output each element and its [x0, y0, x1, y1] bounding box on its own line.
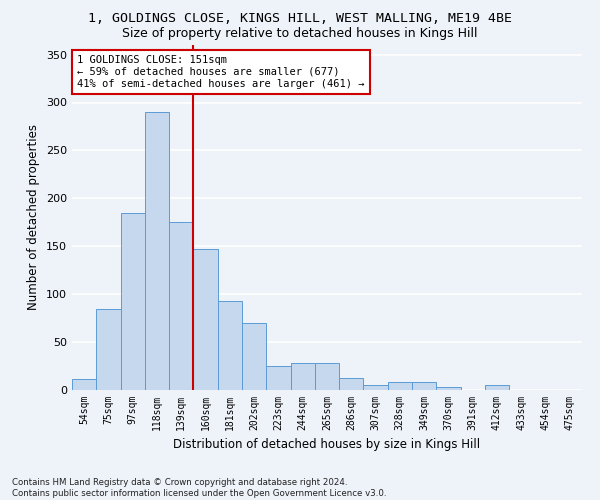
Bar — [218, 301, 242, 390]
Bar — [169, 222, 193, 390]
Bar — [121, 212, 145, 390]
Bar — [193, 249, 218, 390]
Bar — [145, 112, 169, 390]
Bar — [96, 308, 121, 390]
Text: Size of property relative to detached houses in Kings Hill: Size of property relative to detached ho… — [122, 28, 478, 40]
Bar — [485, 385, 509, 390]
X-axis label: Distribution of detached houses by size in Kings Hill: Distribution of detached houses by size … — [173, 438, 481, 452]
Text: 1 GOLDINGS CLOSE: 151sqm
← 59% of detached houses are smaller (677)
41% of semi-: 1 GOLDINGS CLOSE: 151sqm ← 59% of detach… — [77, 56, 365, 88]
Bar — [339, 378, 364, 390]
Bar — [315, 363, 339, 390]
Text: 1, GOLDINGS CLOSE, KINGS HILL, WEST MALLING, ME19 4BE: 1, GOLDINGS CLOSE, KINGS HILL, WEST MALL… — [88, 12, 512, 26]
Bar — [436, 387, 461, 390]
Bar — [388, 382, 412, 390]
Bar — [364, 385, 388, 390]
Bar — [242, 323, 266, 390]
Bar — [412, 382, 436, 390]
Text: Contains HM Land Registry data © Crown copyright and database right 2024.
Contai: Contains HM Land Registry data © Crown c… — [12, 478, 386, 498]
Bar — [266, 366, 290, 390]
Bar — [290, 363, 315, 390]
Y-axis label: Number of detached properties: Number of detached properties — [28, 124, 40, 310]
Bar — [72, 378, 96, 390]
